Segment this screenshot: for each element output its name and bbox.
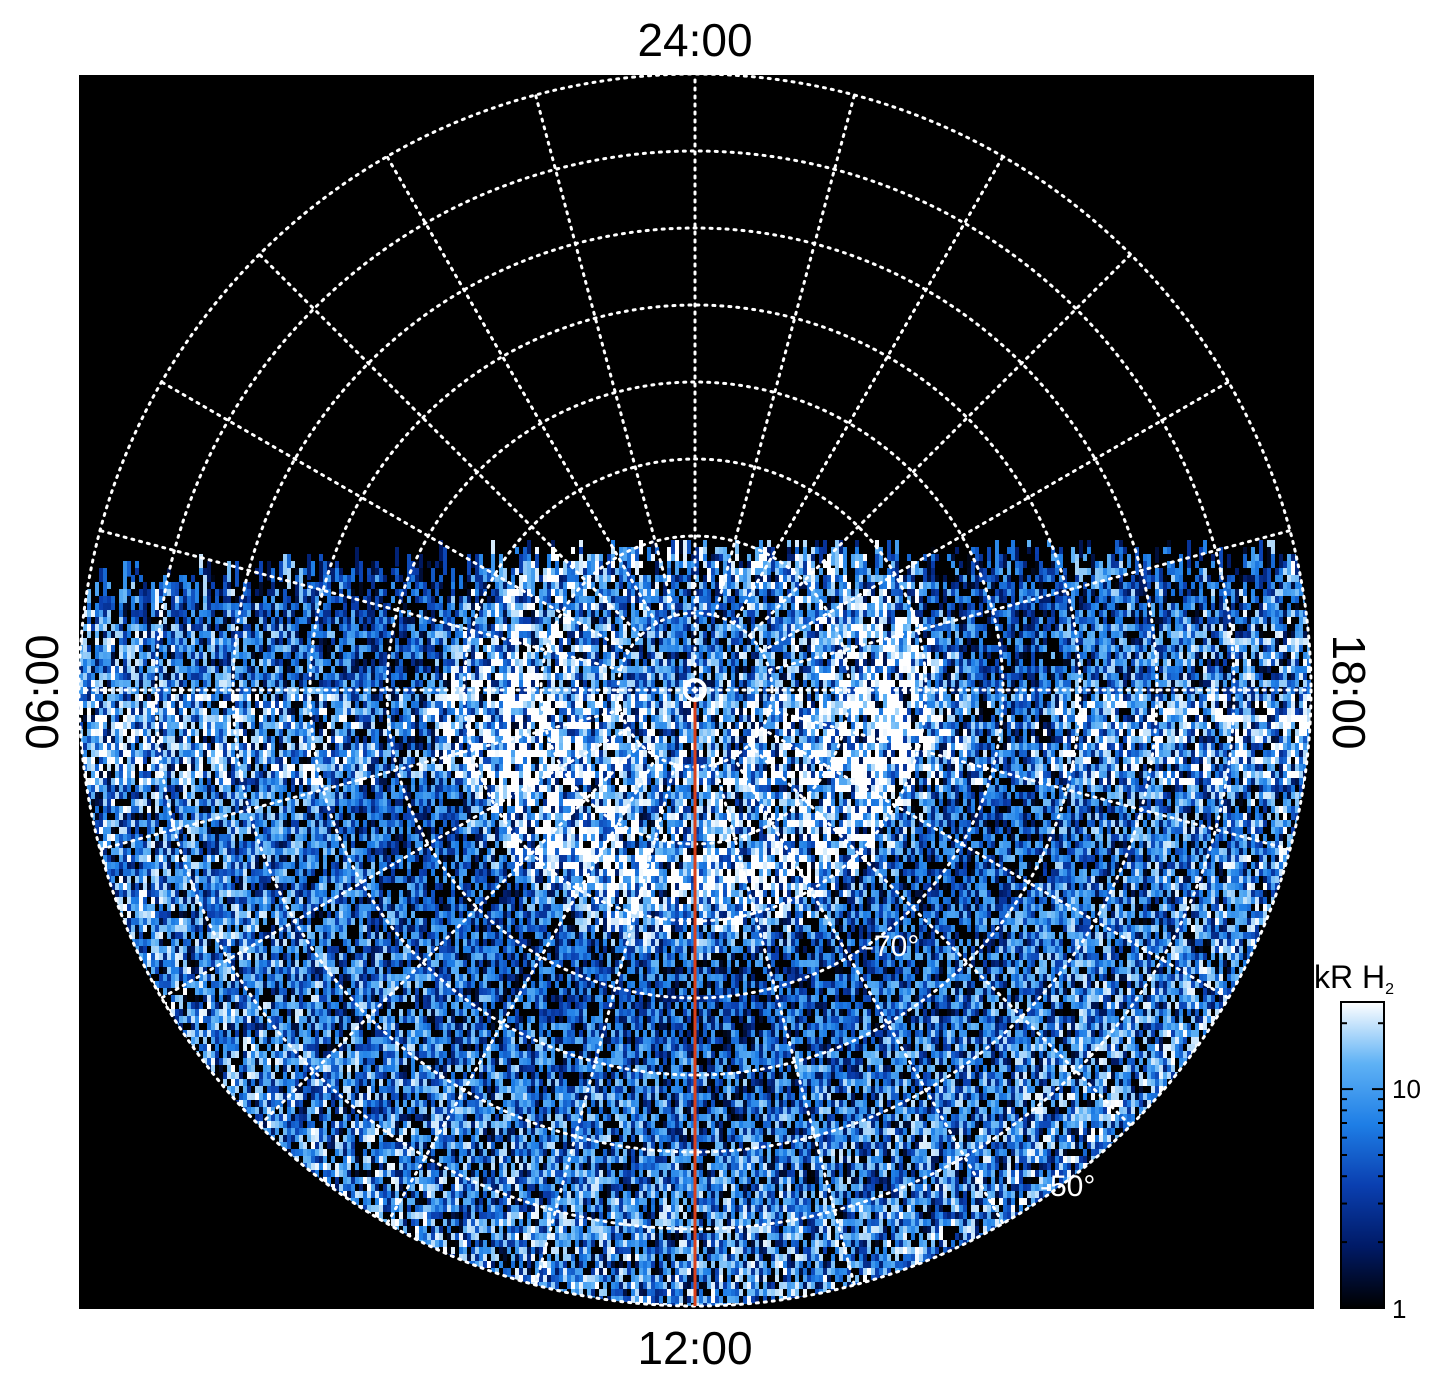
colorbar-scale [1341,1002,1384,1308]
colorbar: kR H2 10 1 [1314,959,1421,1324]
colorbar-tick-label-1: 1 [1392,1294,1406,1324]
local-time-label-right: 18:00 [1323,634,1375,749]
colorbar-tick-label-10: 10 [1392,1074,1421,1104]
latitude-label-70: -70° [864,930,919,963]
local-time-label-top: 24:00 [637,14,752,66]
latitude-label-50: -50° [1040,1170,1095,1203]
local-time-label-left: 06:00 [16,634,68,749]
local-time-label-bottom: 12:00 [637,1322,752,1374]
colorbar-title: kR H2 [1314,959,1394,998]
